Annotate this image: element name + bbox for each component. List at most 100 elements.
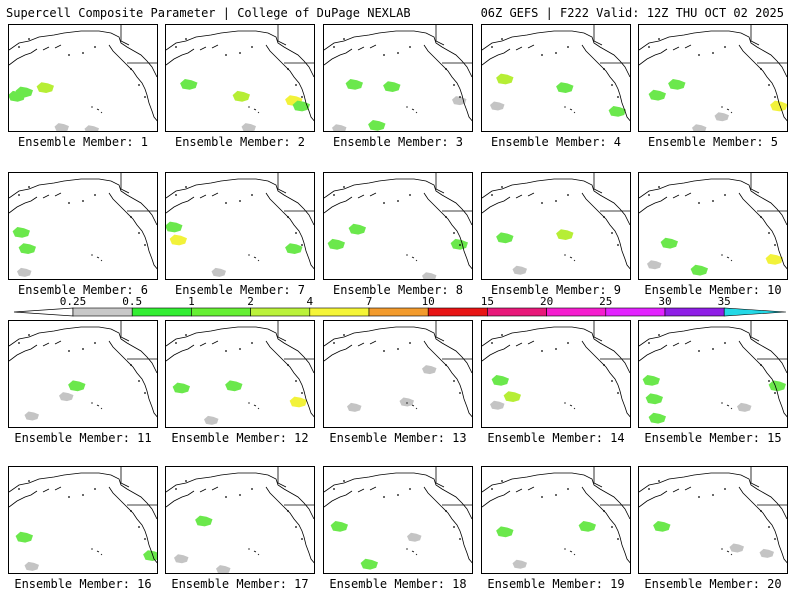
coastline bbox=[564, 548, 576, 556]
scp-fill-green bbox=[330, 521, 348, 532]
map-svg bbox=[639, 173, 787, 276]
scp-fill-lime bbox=[232, 90, 250, 102]
member-label-4: Ensemble Member: 4 bbox=[490, 135, 622, 149]
map-panel-1 bbox=[8, 24, 158, 132]
coastline bbox=[9, 486, 62, 508]
island bbox=[445, 68, 447, 70]
coastline bbox=[593, 25, 603, 46]
coastline bbox=[265, 486, 314, 564]
member-label-3: Ensemble Member: 3 bbox=[332, 135, 464, 149]
coastline bbox=[435, 321, 445, 342]
island bbox=[301, 538, 303, 540]
island bbox=[617, 392, 619, 394]
coastline bbox=[166, 192, 219, 214]
scp-fill-green bbox=[368, 120, 386, 131]
coastline bbox=[435, 467, 445, 488]
island bbox=[648, 46, 650, 48]
scp-fill-green bbox=[225, 380, 243, 392]
scp-fill-green bbox=[653, 521, 671, 532]
map-svg bbox=[639, 467, 787, 564]
map-panel-7 bbox=[165, 172, 315, 280]
island bbox=[724, 194, 726, 196]
scp-fill-gray bbox=[216, 565, 231, 573]
colorbar-tick-label: 30 bbox=[658, 296, 671, 308]
coastline bbox=[564, 254, 576, 262]
island bbox=[251, 342, 253, 344]
island bbox=[617, 96, 619, 98]
island bbox=[611, 526, 613, 528]
island bbox=[760, 510, 762, 512]
coastline bbox=[435, 25, 445, 46]
coastline bbox=[639, 486, 692, 508]
map-panel-16 bbox=[8, 466, 158, 574]
scp-fill-gray bbox=[490, 101, 505, 111]
island bbox=[760, 364, 762, 366]
map-panel-18 bbox=[323, 466, 473, 574]
island bbox=[251, 46, 253, 48]
map-panel-6 bbox=[8, 172, 158, 280]
coastline bbox=[721, 106, 733, 114]
scp-fill-green bbox=[166, 221, 183, 233]
island bbox=[185, 480, 187, 482]
colorbar-max-arrow bbox=[723, 307, 787, 317]
island bbox=[185, 38, 187, 40]
scp-fill-green bbox=[18, 243, 36, 254]
scp-fill-green bbox=[648, 412, 666, 424]
scp-fill-gray bbox=[54, 123, 69, 131]
coastline bbox=[324, 326, 472, 374]
island bbox=[760, 216, 762, 218]
island bbox=[491, 194, 493, 196]
island bbox=[698, 202, 700, 204]
coastline bbox=[593, 321, 603, 342]
island bbox=[611, 232, 613, 234]
island bbox=[333, 46, 335, 48]
scp-fill-gray bbox=[714, 112, 729, 122]
scp-fill-green bbox=[9, 90, 26, 102]
map-svg bbox=[166, 173, 314, 277]
island bbox=[287, 68, 289, 70]
scp-fill-gray bbox=[512, 559, 527, 569]
coastline bbox=[108, 340, 157, 418]
map-svg bbox=[482, 25, 630, 122]
coastline bbox=[91, 548, 103, 556]
island bbox=[409, 46, 411, 48]
island bbox=[18, 46, 20, 48]
island bbox=[397, 348, 399, 350]
coastline bbox=[9, 30, 157, 78]
member-label-11: Ensemble Member: 11 bbox=[14, 431, 152, 445]
scp-fill-green bbox=[348, 223, 366, 235]
scp-fill-gray bbox=[759, 548, 774, 558]
island bbox=[712, 200, 714, 202]
island bbox=[774, 392, 776, 394]
coastline bbox=[482, 326, 630, 374]
scp-fill-green bbox=[496, 232, 514, 244]
island bbox=[724, 488, 726, 490]
coastline bbox=[593, 467, 603, 488]
island bbox=[555, 200, 557, 202]
coastline bbox=[277, 467, 287, 488]
colorbar-tick-label: 0.5 bbox=[122, 296, 142, 308]
island bbox=[144, 96, 146, 98]
island bbox=[603, 510, 605, 512]
island bbox=[541, 202, 543, 204]
coastline bbox=[406, 106, 418, 114]
island bbox=[18, 488, 20, 490]
coastline bbox=[120, 321, 130, 342]
island bbox=[768, 232, 770, 234]
colorbar-tick-label: 1 bbox=[188, 296, 195, 308]
coastline bbox=[166, 30, 314, 78]
scp-fill-gray bbox=[17, 267, 32, 277]
island bbox=[724, 342, 726, 344]
member-label-16: Ensemble Member: 16 bbox=[14, 577, 152, 591]
coastline bbox=[9, 340, 62, 362]
scp-fill-gray bbox=[174, 554, 189, 564]
scp-fill-gray bbox=[407, 532, 422, 542]
map-svg bbox=[324, 25, 472, 131]
coastline bbox=[721, 402, 733, 410]
scp-fill-green bbox=[12, 227, 30, 238]
coastline bbox=[324, 472, 472, 520]
scp-fill-gray bbox=[729, 543, 744, 553]
coastline bbox=[750, 173, 760, 194]
island bbox=[138, 84, 140, 86]
island bbox=[383, 202, 385, 204]
